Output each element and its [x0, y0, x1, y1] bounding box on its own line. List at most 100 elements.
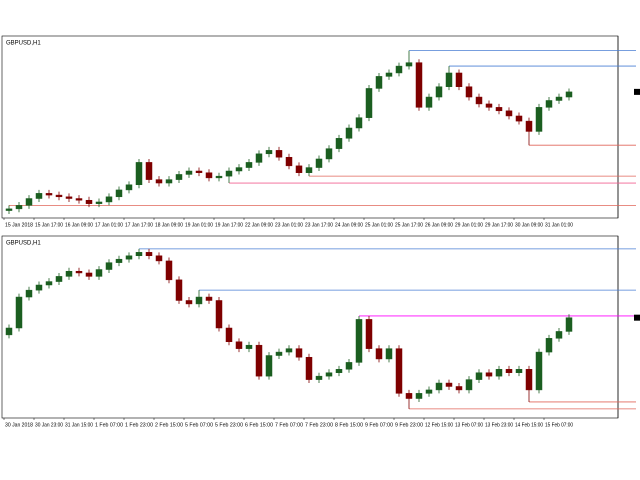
chart-title: GBPUSD,H1 [6, 41, 41, 47]
x-tick-label: 23 Jan 17:00 [305, 222, 333, 228]
candle-body [345, 127, 353, 139]
candle-body [225, 327, 233, 343]
candle-body [235, 341, 243, 349]
candle-body [515, 115, 523, 122]
candle-body [245, 344, 253, 349]
x-tick-label: 30 Jan 09:00 [515, 222, 543, 228]
candle-body [535, 107, 543, 132]
x-tick-label: 24 Jan 09:00 [335, 222, 363, 228]
candle-body [255, 153, 263, 163]
candle-body [245, 162, 253, 168]
candle-body [155, 255, 163, 262]
x-tick-label: 29 Jan 17:00 [485, 222, 513, 228]
x-tick-label: 6 Feb 15:00 [245, 422, 273, 428]
candle-body [215, 175, 223, 179]
candle-body [565, 317, 573, 332]
candle-body [535, 351, 543, 391]
x-tick-label: 16 Jan 09:00 [65, 222, 93, 228]
candle-body [405, 62, 413, 67]
candle-body [335, 138, 343, 149]
candle-body [85, 199, 93, 204]
price-marker [634, 314, 640, 321]
candle-body [525, 120, 533, 132]
candle-body [315, 158, 323, 168]
candle-body [95, 201, 103, 204]
candle-body [115, 258, 123, 263]
candle-body [155, 179, 163, 184]
candle-body [45, 193, 53, 196]
candle-body [55, 276, 63, 282]
x-tick-label: 22 Jan 09:00 [245, 222, 273, 228]
candle-body [145, 162, 153, 180]
candle-body [375, 348, 383, 360]
x-tick-label: 26 Jan 09:00 [425, 222, 453, 228]
candle-body [525, 369, 533, 391]
candle-body [185, 300, 193, 305]
candle-body [75, 198, 83, 201]
x-tick-label: 15 Feb 07:00 [545, 422, 573, 428]
x-tick-label: 25 Jan 17:00 [395, 222, 423, 228]
x-tick-label: 29 Jan 01:00 [455, 222, 483, 228]
candle-body [135, 252, 143, 257]
candle-body [125, 184, 133, 191]
x-tick-label: 5 Feb 07:00 [185, 422, 213, 428]
x-tick-label: 1 Feb 07:00 [95, 422, 123, 428]
candle-body [215, 300, 223, 329]
candle-body [265, 150, 273, 155]
candle-body [455, 72, 463, 87]
candle-body [195, 170, 203, 173]
candle-body [275, 351, 283, 356]
candle-body [545, 338, 553, 353]
x-tick-label: 30 Jan 23:00 [35, 422, 63, 428]
candle-body [35, 193, 43, 199]
candle-body [235, 167, 243, 172]
candle-body [265, 355, 273, 377]
candle-body [15, 296, 23, 329]
candle-body [355, 319, 363, 363]
candle-body [405, 393, 413, 399]
candle-body [175, 279, 183, 301]
x-tick-label: 17 Jan 01:00 [95, 222, 123, 228]
candle-body [65, 270, 73, 277]
candle-body [85, 272, 93, 277]
candle-body [355, 117, 363, 129]
candle-body [475, 372, 483, 380]
x-tick-label: 17 Jan 17:00 [125, 222, 153, 228]
candle-body [295, 165, 303, 173]
candle-body [395, 65, 403, 74]
candle-body [5, 208, 13, 211]
x-tick-label: 7 Feb 23:00 [305, 422, 333, 428]
price-marker [634, 88, 640, 95]
candle-body [375, 76, 383, 89]
candle-body [35, 284, 43, 291]
x-tick-label: 19 Jan 17:00 [215, 222, 243, 228]
candle-body [205, 172, 213, 179]
x-tick-label: 18 Jan 09:00 [155, 222, 183, 228]
candle-body [165, 179, 173, 184]
x-tick-label: 31 Jan 15:00 [65, 422, 93, 428]
x-tick-label: 1 Feb 23:00 [125, 422, 153, 428]
candle-body [115, 189, 123, 198]
candle-body [105, 262, 113, 270]
candle-body [505, 110, 513, 117]
candle-body [165, 260, 173, 281]
candle-body [545, 100, 553, 108]
candle-body [5, 327, 13, 336]
x-tick-label: 2 Feb 15:00 [155, 422, 183, 428]
candle-body [95, 269, 103, 277]
candle-body [205, 296, 213, 301]
x-tick-label: 7 Feb 07:00 [275, 422, 303, 428]
x-tick-label: 8 Feb 15:00 [335, 422, 363, 428]
candle-body [285, 348, 293, 353]
candle-body [415, 393, 423, 399]
x-tick-label: 9 Feb 23:00 [395, 422, 423, 428]
candle-body [485, 372, 493, 377]
candle-body [425, 389, 433, 394]
chart-panel [1, 235, 619, 419]
x-tick-label: 23 Jan 01:00 [275, 222, 303, 228]
candle-body [75, 270, 83, 274]
candle-body [385, 72, 393, 77]
x-tick-label: 30 Jan 2018 [5, 422, 33, 428]
candle-body [415, 62, 423, 108]
